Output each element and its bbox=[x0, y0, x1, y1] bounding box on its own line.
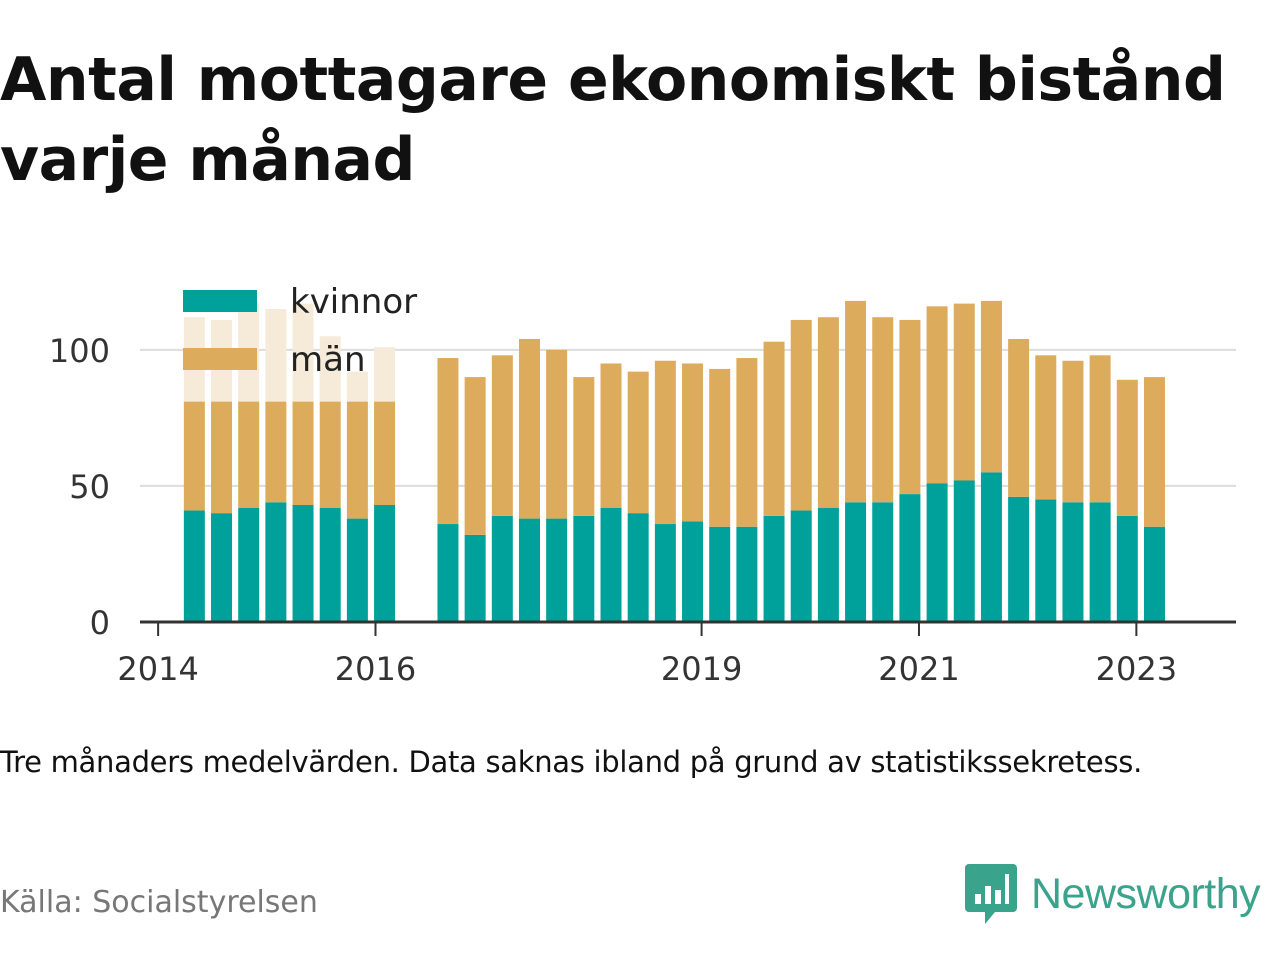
bar-man bbox=[1116, 379, 1138, 516]
legend: kvinnor män bbox=[183, 282, 417, 380]
bar-man bbox=[817, 317, 839, 508]
bar-chart: 0 50 100 2014 2016 2019 2021 2023 kvinnor män bbox=[49, 282, 1236, 688]
y-tick-label: 50 bbox=[69, 468, 110, 506]
bar-man bbox=[464, 377, 486, 535]
bar-kvinnor bbox=[1035, 499, 1057, 622]
bar-kvinnor bbox=[1062, 502, 1084, 622]
bar-chart-speech-bubble-icon bbox=[965, 864, 1017, 924]
bar-kvinnor bbox=[654, 524, 676, 622]
bar-kvinnor bbox=[346, 518, 368, 622]
bar-kvinnor bbox=[980, 472, 1002, 622]
bar-man bbox=[183, 401, 205, 511]
bar-kvinnor bbox=[546, 518, 568, 622]
bar-kvinnor bbox=[491, 515, 513, 622]
bar-kvinnor bbox=[953, 480, 975, 622]
bar-kvinnor bbox=[682, 521, 704, 622]
axes: 0 50 100 2014 2016 2019 2021 2023 bbox=[49, 332, 1236, 688]
legend-swatch-kvinnor bbox=[183, 290, 257, 312]
bar-man bbox=[980, 300, 1002, 473]
bar-man-faded bbox=[319, 336, 341, 402]
bar-man bbox=[790, 319, 812, 511]
x-tick-label: 2016 bbox=[335, 650, 416, 688]
bar-man bbox=[682, 363, 704, 522]
bar-kvinnor bbox=[627, 513, 649, 622]
bar-kvinnor bbox=[238, 507, 260, 622]
legend-label-kvinnor: kvinnor bbox=[290, 282, 417, 322]
bar-man-faded bbox=[292, 303, 314, 402]
legend-swatch-man bbox=[183, 348, 257, 370]
bars bbox=[183, 300, 1165, 622]
bar-man-faded bbox=[346, 371, 368, 402]
y-tick-label: 0 bbox=[90, 604, 110, 642]
brand-name: Newsworthy bbox=[1031, 869, 1261, 918]
bar-man bbox=[1062, 360, 1084, 503]
bar-kvinnor bbox=[1143, 526, 1165, 622]
x-tick-label: 2021 bbox=[878, 650, 959, 688]
bar-kvinnor bbox=[872, 502, 894, 622]
bar-kvinnor bbox=[292, 504, 314, 622]
bar-man bbox=[437, 358, 459, 525]
bar-kvinnor bbox=[265, 502, 287, 622]
bar-kvinnor bbox=[319, 507, 341, 622]
bar-man bbox=[736, 358, 758, 527]
bar-kvinnor bbox=[709, 526, 731, 622]
bar-man bbox=[845, 300, 867, 503]
bar-man bbox=[374, 401, 396, 505]
bar-kvinnor bbox=[763, 515, 785, 622]
bar-man bbox=[709, 368, 731, 527]
bar-man bbox=[1143, 377, 1165, 527]
bar-man bbox=[238, 401, 260, 508]
bar-kvinnor bbox=[817, 507, 839, 622]
bar-man bbox=[211, 401, 233, 514]
source-text: Källa: Socialstyrelsen bbox=[0, 885, 318, 920]
bar-kvinnor bbox=[1116, 515, 1138, 622]
bar-man bbox=[265, 401, 287, 503]
bar-kvinnor bbox=[736, 526, 758, 622]
bar-kvinnor bbox=[845, 502, 867, 622]
bar-kvinnor bbox=[926, 483, 948, 622]
legend-label-man: män bbox=[290, 340, 366, 380]
bar-man bbox=[491, 355, 513, 516]
bar-kvinnor bbox=[573, 515, 595, 622]
bar-man bbox=[627, 371, 649, 514]
bar-man bbox=[899, 319, 921, 495]
bar-kvinnor bbox=[183, 510, 205, 622]
bar-man bbox=[926, 306, 948, 484]
bar-man bbox=[319, 401, 341, 508]
bar-man bbox=[573, 377, 595, 516]
bar-man bbox=[654, 360, 676, 525]
bar-kvinnor bbox=[437, 524, 459, 622]
bar-kvinnor bbox=[518, 518, 540, 622]
bar-kvinnor bbox=[790, 510, 812, 622]
bar-kvinnor bbox=[899, 494, 921, 622]
bar-man bbox=[1035, 355, 1057, 500]
bar-man-faded bbox=[265, 309, 287, 402]
bar-man bbox=[546, 349, 568, 519]
chart-note: Tre månaders medelvärden. Data saknas ib… bbox=[0, 745, 1142, 779]
bar-man-faded bbox=[374, 347, 396, 402]
bar-man bbox=[1089, 355, 1111, 503]
brand-logo: Newsworthy bbox=[965, 862, 1261, 926]
bar-man bbox=[346, 401, 368, 519]
bar-kvinnor bbox=[600, 507, 622, 622]
bar-kvinnor bbox=[1089, 502, 1111, 622]
bar-man bbox=[1008, 338, 1030, 497]
chart-title: Antal mottagare ekonomiskt bistånd varje… bbox=[0, 45, 1226, 195]
bar-man bbox=[763, 341, 785, 516]
bar-man bbox=[953, 303, 975, 481]
x-tick-label: 2014 bbox=[117, 650, 198, 688]
bar-man bbox=[292, 401, 314, 505]
bar-man bbox=[518, 338, 540, 519]
x-tick-label: 2023 bbox=[1096, 650, 1177, 688]
bar-kvinnor bbox=[1008, 496, 1030, 622]
bar-man bbox=[600, 363, 622, 508]
bar-kvinnor bbox=[464, 534, 486, 622]
bar-man bbox=[872, 317, 894, 503]
bar-kvinnor bbox=[374, 504, 396, 622]
y-tick-label: 100 bbox=[49, 332, 110, 370]
bar-kvinnor bbox=[211, 513, 233, 622]
x-tick-label: 2019 bbox=[661, 650, 742, 688]
